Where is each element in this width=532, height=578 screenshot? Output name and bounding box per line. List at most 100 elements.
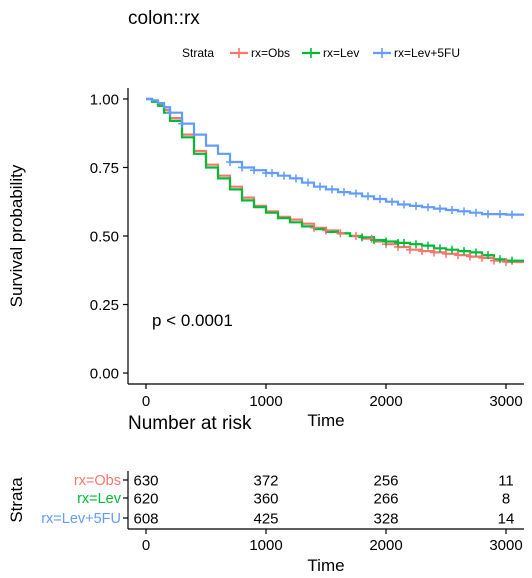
censor-mark-rx-lev-5fu-12 (340, 188, 348, 197)
censor-mark-rx-lev-5fu-24 (484, 210, 492, 219)
censor-mark-rx-obs-8 (418, 247, 426, 256)
risk-x-tick-label: 1000 (249, 537, 282, 554)
p-value-annotation: p < 0.0001 (152, 311, 233, 330)
censor-mark-rx-obs-11 (454, 251, 462, 260)
survival-curves (146, 97, 524, 264)
y-tick-label: 0.50 (90, 229, 119, 246)
censor-mark-rx-obs-0 (310, 223, 318, 232)
curve-rx-lev (146, 97, 524, 262)
risk-count-rx-obs-2000: 256 (373, 473, 398, 490)
legend-label-rx-lev-5fu: rx=Lev+5FU (394, 46, 460, 60)
censor-mark-rx-lev-5fu-6 (268, 168, 276, 177)
censor-mark-rx-lev-5fu-7 (280, 171, 288, 180)
legend-title: Strata (182, 46, 214, 60)
censor-mark-rx-obs-1 (322, 226, 330, 235)
x-axis-label: Time (307, 411, 344, 430)
censor-mark-rx-lev-2 (382, 237, 390, 246)
censor-mark-rx-lev-5fu-11 (328, 185, 336, 194)
censor-mark-rx-obs-14 (490, 256, 498, 265)
censor-mark-rx-lev-10 (472, 248, 480, 257)
censor-mark-rx-lev-5fu-10 (316, 182, 324, 191)
censor-mark-rx-lev-5 (412, 240, 420, 249)
censor-mark-rx-lev-5fu-1 (178, 119, 186, 128)
risk-x-axis-label: Time (307, 556, 344, 575)
risk-x-tick-label: 3000 (489, 537, 522, 554)
risk-table-title: Number at risk (128, 413, 252, 434)
censor-mark-rx-lev-5fu-3 (238, 163, 246, 172)
censor-mark-rx-lev-5fu-16 (388, 197, 396, 206)
censor-mark-rx-obs-10 (442, 249, 450, 258)
risk-table: Number at risk rx=Obs 630 372 256 11 rx=Lev 62… (7, 413, 524, 575)
censor-mark-rx-lev-6 (424, 241, 432, 250)
censor-mark-rx-lev-9 (460, 247, 468, 256)
censor-mark-rx-obs-7 (406, 245, 414, 254)
x-tick-label: 2000 (369, 393, 402, 410)
x-tick-label: 1000 (249, 393, 282, 410)
censor-mark-rx-obs-9 (430, 248, 438, 257)
main-plot: 0.00 0.25 0.50 0.75 1.00 0 1000 2000 3000 Survi… (7, 88, 524, 430)
censor-mark-rx-lev-1 (370, 236, 378, 245)
risk-count-rx-lev-3000: 8 (502, 491, 510, 508)
censor-mark-rx-lev-11 (484, 251, 492, 260)
censor-mark-rx-lev-7 (436, 244, 444, 253)
legend-label-rx-obs: rx=Obs (251, 46, 290, 60)
censor-mark-rx-lev-5fu-23 (472, 208, 480, 217)
risk-count-rx-obs-3000: 11 (498, 473, 514, 490)
censor-mark-rx-lev-5fu-18 (412, 201, 420, 210)
censor-mark-rx-lev-5fu-15 (376, 195, 384, 203)
censor-mark-rx-obs-3 (352, 232, 360, 240)
risk-x-ticks: 0 1000 2000 3000 (142, 529, 523, 554)
risk-row-label-rx-lev: rx=Lev (77, 491, 122, 507)
censor-mark-rx-lev-5fu-21 (448, 205, 456, 214)
risk-table-rows: rx=Obs 630 372 256 11 rx=Lev 620 360 266 8 rx=Lev+… (41, 473, 514, 528)
censor-mark-rx-lev-0 (358, 233, 366, 242)
x-tick-label: 3000 (489, 393, 522, 410)
risk-x-tick-label: 2000 (369, 537, 402, 554)
risk-count-rx-lev-5fu-2000: 328 (373, 511, 398, 528)
censor-mark-rx-lev-5fu-8 (292, 174, 300, 183)
y-tick-label: 0.25 (90, 297, 119, 314)
x-tick-label: 0 (142, 393, 150, 410)
censor-mark-rx-lev-8 (448, 245, 456, 254)
censor-mark-rx-lev-13 (508, 256, 516, 265)
risk-count-rx-lev-2000: 266 (373, 491, 398, 508)
censor-mark-rx-lev-5fu-14 (364, 192, 372, 201)
censor-mark-rx-lev-5fu-22 (460, 207, 468, 216)
censor-mark-rx-lev-5fu-20 (436, 204, 444, 213)
risk-y-axis-label: Strata (7, 477, 26, 523)
risk-x-tick-label: 0 (142, 537, 150, 554)
censor-mark-rx-lev-5fu-2 (226, 158, 234, 166)
x-ticks: 0 1000 2000 3000 (142, 384, 523, 410)
censor-mark-rx-lev-5fu-4 (250, 166, 258, 175)
curve-rx-lev-5fu (146, 97, 524, 216)
risk-count-rx-obs-1000: 372 (253, 473, 278, 490)
censor-mark-rx-lev-5fu-9 (304, 178, 312, 187)
risk-row-label-rx-obs: rx=Obs (74, 473, 121, 489)
risk-count-rx-obs-0: 630 (133, 473, 158, 490)
censor-mark-rx-lev-5fu-17 (400, 200, 408, 209)
censor-mark-rx-lev-4 (400, 238, 408, 247)
y-ticks: 0.00 0.25 0.50 0.75 1.00 (90, 91, 128, 383)
censor-mark-rx-obs-15 (502, 258, 510, 267)
curve-rx-obs (146, 97, 524, 264)
censor-mark-rx-obs-12 (466, 252, 474, 261)
censor-mark-rx-obs-2 (336, 229, 345, 238)
censor-mark-rx-lev-5fu-13 (352, 189, 360, 198)
y-axis-label: Survival probability (7, 164, 26, 307)
y-tick-label: 0.75 (90, 160, 119, 177)
risk-count-rx-lev-5fu-0: 608 (133, 511, 158, 528)
risk-count-rx-lev-5fu-3000: 14 (498, 511, 515, 528)
y-tick-label: 1.00 (90, 91, 119, 108)
legend: Strata rx=Obs rx=Lev rx=Lev+5FU (182, 46, 460, 60)
censor-mark-rx-lev-5fu-26 (508, 210, 516, 219)
censor-mark-rx-lev-5fu-25 (496, 210, 504, 219)
legend-label-rx-lev: rx=Lev (323, 46, 359, 60)
risk-row-label-rx-lev-5fu: rx=Lev+5FU (41, 511, 121, 527)
censor-mark-rx-obs-13 (478, 253, 486, 262)
risk-count-rx-lev-1000: 360 (253, 491, 278, 508)
y-tick-label: 0.00 (90, 366, 119, 383)
censor-mark-rx-lev-5fu-19 (424, 203, 432, 212)
censor-mark-rx-lev-12 (496, 255, 504, 264)
censor-marks (166, 108, 516, 267)
